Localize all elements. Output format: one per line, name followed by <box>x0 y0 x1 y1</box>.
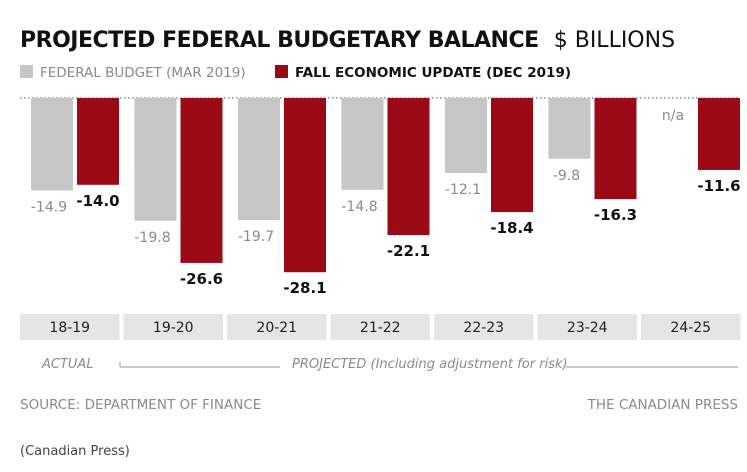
data-label-fall-update-23-24: -16.3 <box>594 206 637 224</box>
category-label-20-21: 20-21 <box>256 320 297 336</box>
category-label-21-22: 21-22 <box>360 320 401 336</box>
category-cell-24-25 <box>641 314 741 340</box>
legend: FEDERAL BUDGET (MAR 2019) FALL ECONOMIC … <box>20 65 571 81</box>
period-label-actual: ACTUAL <box>41 357 94 372</box>
bar-fall-update-20-21 <box>284 98 326 273</box>
category-cell-22-23 <box>434 314 534 340</box>
legend-label-fall-update: FALL ECONOMIC UPDATE (DEC 2019) <box>295 65 571 81</box>
bar-federal-budget-23-24 <box>548 98 591 159</box>
category-label-23-24: 23-24 <box>567 320 608 336</box>
bar-federal-budget-18-19 <box>31 98 73 191</box>
data-label-federal-budget-19-20: -19.8 <box>134 230 170 246</box>
legend-swatch-federal-budget <box>20 65 33 78</box>
data-label-fall-update-21-22: -22.1 <box>387 242 430 260</box>
bars-group: -14.9 -14.0 -19.8 -26.6 -19.7 -28.1 -14.8 -22.1… <box>31 98 741 297</box>
chart-title-main: PROJECTED FEDERAL BUDGETARY BALANCE <box>20 28 539 53</box>
period-label-projected: PROJECTED (Including adjustment for risk… <box>292 357 568 372</box>
source-text: SOURCE: DEPARTMENT OF FINANCE <box>20 397 261 413</box>
bar-federal-budget-21-22 <box>341 98 384 190</box>
category-axis: 18-19 19-20 20-21 21-22 22-23 23-24 24-25 <box>20 314 741 340</box>
bar-federal-budget-22-23 <box>445 98 487 174</box>
data-label-federal-budget-18-19: -14.9 <box>31 199 67 215</box>
category-label-22-23: 22-23 <box>463 320 504 336</box>
category-label-18-19: 18-19 <box>49 320 90 336</box>
data-label-federal-budget-21-22: -14.8 <box>341 199 377 215</box>
category-cell-23-24 <box>537 314 637 340</box>
bar-federal-budget-19-20 <box>134 98 177 221</box>
category-cell-20-21 <box>227 314 327 340</box>
legend-label-federal-budget: FEDERAL BUDGET (MAR 2019) <box>40 65 246 81</box>
bar-fall-update-19-20 <box>180 98 223 263</box>
data-label-federal-budget-22-23: -12.1 <box>445 182 481 198</box>
period-markers: ACTUAL PROJECTED (Including adjustment f… <box>41 357 738 372</box>
bar-fall-update-23-24 <box>594 98 637 200</box>
image-caption: (Canadian Press) <box>20 444 130 459</box>
category-cell-21-22 <box>330 314 430 340</box>
bar-fall-update-22-23 <box>491 98 533 213</box>
data-label-fall-update-18-19: -14.0 <box>76 192 119 210</box>
category-label-19-20: 19-20 <box>153 320 194 336</box>
credit-text: THE CANADIAN PRESS <box>587 397 738 413</box>
data-label-fall-update-24-25: -11.6 <box>697 177 740 195</box>
legend-swatch-fall-update <box>275 65 288 78</box>
category-cell-19-20 <box>123 314 223 340</box>
bar-fall-update-18-19 <box>77 98 119 185</box>
data-label-fall-update-19-20: -26.6 <box>180 270 223 288</box>
data-label-federal-budget-20-21: -19.7 <box>238 229 274 245</box>
data-label-federal-budget-24-25: n/a <box>662 108 684 124</box>
data-label-federal-budget-23-24: -9.8 <box>553 168 580 184</box>
chart-title-unit: $ BILLIONS <box>554 28 675 53</box>
data-label-fall-update-20-21: -28.1 <box>283 279 326 297</box>
data-label-fall-update-22-23: -18.4 <box>490 219 533 237</box>
bar-federal-budget-20-21 <box>238 98 280 221</box>
category-cell-18-19 <box>20 314 120 340</box>
chart-title: PROJECTED FEDERAL BUDGETARY BALANCE $ BI… <box>20 28 675 53</box>
bar-fall-update-24-25 <box>698 98 740 170</box>
bar-fall-update-21-22 <box>387 98 430 236</box>
category-label-24-25: 24-25 <box>670 320 711 336</box>
